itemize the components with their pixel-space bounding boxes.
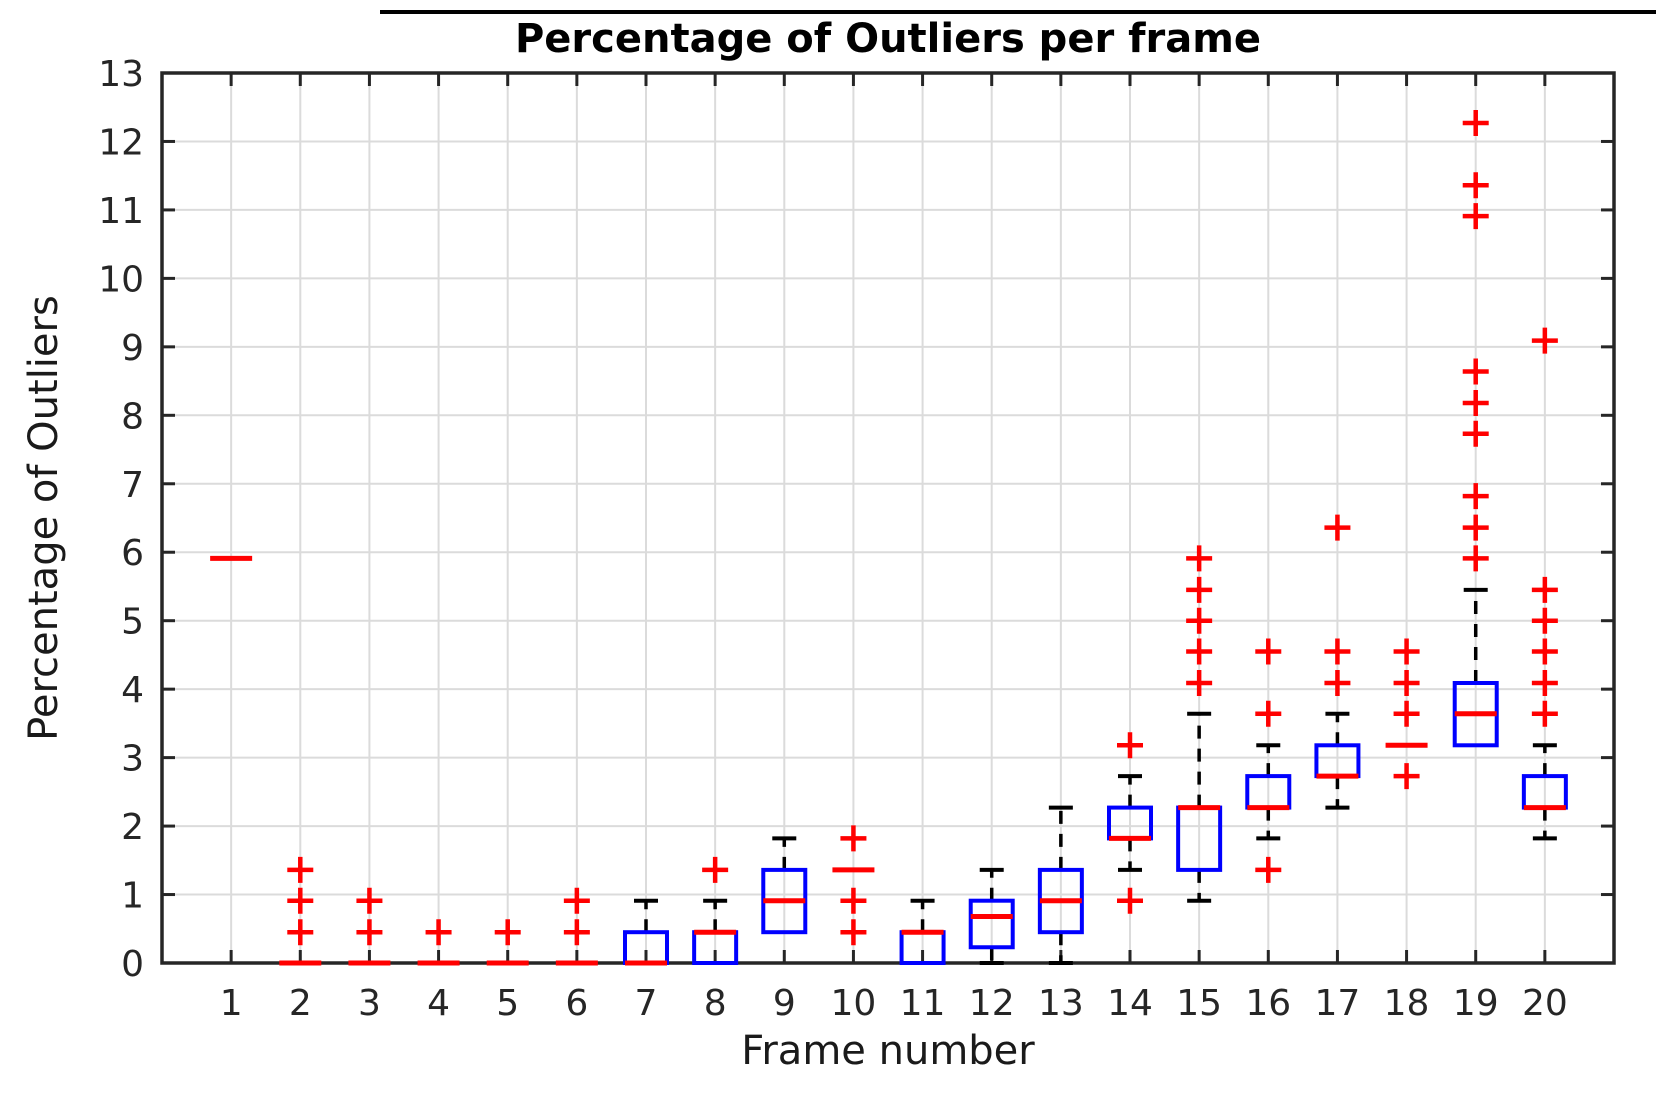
outlier-marker bbox=[1462, 109, 1489, 136]
outlier-marker bbox=[1117, 732, 1143, 759]
outlier-marker bbox=[494, 919, 521, 946]
outlier-marker bbox=[1462, 172, 1489, 199]
outlier-marker bbox=[1462, 358, 1489, 385]
outlier-marker bbox=[356, 919, 383, 946]
y-tick-label: 10 bbox=[98, 259, 144, 300]
y-tick-label: 0 bbox=[121, 944, 144, 985]
x-tick-label: 1 bbox=[220, 983, 243, 1024]
x-tick-label: 20 bbox=[1522, 983, 1568, 1024]
x-tick-label: 5 bbox=[496, 983, 519, 1024]
outlier-marker bbox=[1186, 638, 1213, 665]
y-tick-label: 3 bbox=[121, 739, 144, 780]
x-tick-label: 14 bbox=[1107, 983, 1153, 1024]
x-axis-label: Frame number bbox=[741, 1028, 1035, 1074]
outlier-marker bbox=[1462, 389, 1489, 416]
outlier-marker bbox=[1531, 638, 1558, 665]
y-tick-label: 2 bbox=[121, 807, 144, 848]
outlier-marker bbox=[1531, 700, 1558, 727]
outlier-marker bbox=[1324, 514, 1351, 541]
top-artifact-line bbox=[380, 10, 1656, 14]
outlier-marker bbox=[1531, 607, 1558, 634]
x-tick-label: 11 bbox=[900, 983, 946, 1024]
y-tick-label: 12 bbox=[98, 122, 144, 163]
outlier-marker bbox=[1117, 887, 1143, 914]
y-tick-label: 9 bbox=[121, 328, 144, 369]
outlier-marker bbox=[425, 919, 452, 946]
outlier-marker bbox=[1393, 669, 1420, 696]
outlier-marker bbox=[1462, 420, 1489, 447]
outlier-marker bbox=[563, 887, 590, 914]
chart-title: Percentage of Outliers per frame bbox=[514, 16, 1262, 62]
outlier-marker bbox=[1393, 700, 1420, 727]
outlier-marker bbox=[1531, 327, 1558, 354]
outlier-marker bbox=[702, 856, 729, 883]
y-tick-label: 5 bbox=[121, 602, 144, 643]
outlier-marker bbox=[1531, 576, 1558, 603]
outlier-marker bbox=[1255, 638, 1282, 665]
outlier-marker bbox=[1186, 545, 1213, 572]
axes-box bbox=[160, 71, 1616, 965]
x-tick-label: 9 bbox=[773, 983, 796, 1024]
outlier-marker bbox=[1462, 203, 1489, 230]
outlier-marker bbox=[1186, 669, 1213, 696]
y-tick-label: 8 bbox=[121, 396, 144, 437]
x-tick-label: 18 bbox=[1384, 983, 1430, 1024]
y-tick-label: 13 bbox=[98, 54, 144, 95]
outlier-marker bbox=[840, 919, 867, 946]
x-tick-label: 17 bbox=[1315, 983, 1361, 1024]
x-tick-label: 6 bbox=[565, 983, 588, 1024]
y-tick-label: 6 bbox=[121, 533, 144, 574]
outlier-marker bbox=[1462, 483, 1489, 510]
outlier-marker bbox=[1324, 638, 1351, 665]
x-tick-label: 15 bbox=[1176, 983, 1222, 1024]
iqr-box bbox=[968, 898, 1015, 950]
x-tick-label: 13 bbox=[1038, 983, 1084, 1024]
outlier-marker bbox=[1462, 514, 1489, 541]
x-tick-label: 7 bbox=[635, 983, 658, 1024]
outlier-marker bbox=[1531, 669, 1558, 696]
outlier-marker bbox=[840, 887, 867, 914]
x-tick-label: 12 bbox=[969, 983, 1015, 1024]
outlier-marker bbox=[1462, 545, 1489, 572]
outlier-marker bbox=[840, 825, 867, 852]
x-tick-label: 19 bbox=[1453, 983, 1499, 1024]
outlier-marker bbox=[1186, 576, 1213, 603]
y-tick-label: 7 bbox=[121, 465, 144, 506]
outlier-marker bbox=[1324, 669, 1351, 696]
outlier-marker bbox=[287, 887, 314, 914]
x-tick-label: 10 bbox=[831, 983, 877, 1024]
outlier-marker bbox=[287, 919, 314, 946]
y-tick-label: 1 bbox=[121, 876, 144, 917]
outlier-marker bbox=[1393, 638, 1420, 665]
outlier-marker bbox=[563, 919, 590, 946]
outlier-marker bbox=[1393, 763, 1420, 790]
x-tick-label: 3 bbox=[358, 983, 381, 1024]
outlier-marker bbox=[1255, 700, 1282, 727]
x-tick-label: 16 bbox=[1245, 983, 1291, 1024]
outlier-marker bbox=[287, 856, 314, 883]
x-tick-label: 8 bbox=[704, 983, 727, 1024]
y-tick-label: 4 bbox=[121, 670, 144, 711]
outlier-marker bbox=[1255, 856, 1282, 883]
outlier-marker bbox=[1186, 607, 1213, 634]
x-tick-label: 2 bbox=[289, 983, 312, 1024]
x-tick-label: 4 bbox=[427, 983, 450, 1024]
y-tick-label: 11 bbox=[98, 191, 144, 232]
outlier-marker bbox=[356, 887, 383, 914]
